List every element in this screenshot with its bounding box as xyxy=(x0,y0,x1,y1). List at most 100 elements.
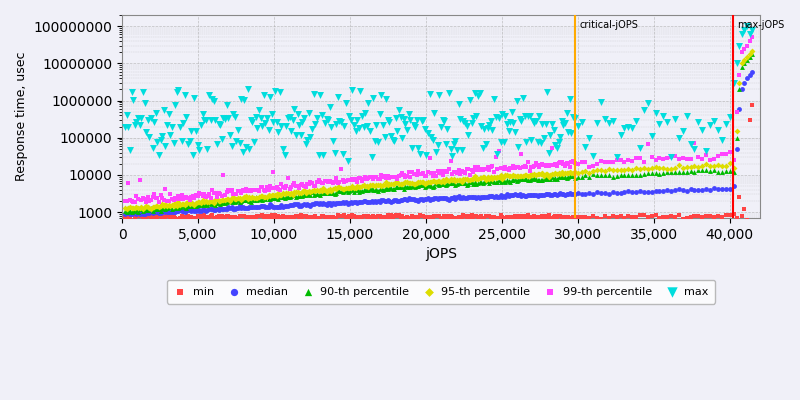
99-th percentile xyxy=(743,38,756,44)
99-th percentile xyxy=(544,162,557,168)
min xyxy=(606,213,619,220)
90-th percentile xyxy=(684,167,697,174)
90-th percentile xyxy=(172,205,185,212)
95-th percentile xyxy=(226,194,239,201)
min xyxy=(310,215,323,222)
median xyxy=(240,204,253,211)
99-th percentile xyxy=(342,177,355,183)
median xyxy=(486,193,499,200)
90-th percentile xyxy=(454,179,466,185)
90-th percentile xyxy=(390,184,402,190)
max xyxy=(711,127,724,134)
99-th percentile xyxy=(499,164,512,170)
min xyxy=(277,213,290,219)
median xyxy=(334,200,347,206)
max xyxy=(291,111,304,117)
90-th percentile xyxy=(730,134,743,141)
median xyxy=(349,199,362,206)
median xyxy=(178,208,191,215)
max xyxy=(350,117,363,123)
90-th percentile xyxy=(346,186,358,193)
90-th percentile xyxy=(614,172,627,178)
median xyxy=(450,194,463,200)
max xyxy=(146,145,159,152)
median xyxy=(507,192,520,198)
99-th percentile xyxy=(217,172,230,178)
90-th percentile xyxy=(167,202,180,209)
90-th percentile xyxy=(341,189,354,196)
max xyxy=(460,123,473,129)
90-th percentile xyxy=(515,174,528,181)
min xyxy=(236,213,249,219)
90-th percentile xyxy=(299,192,312,198)
95-th percentile xyxy=(587,168,600,174)
90-th percentile xyxy=(539,174,552,181)
90-th percentile xyxy=(534,177,547,183)
min xyxy=(186,215,199,222)
90-th percentile xyxy=(175,203,188,210)
90-th percentile xyxy=(568,174,581,181)
99-th percentile xyxy=(466,169,479,175)
95-th percentile xyxy=(486,175,499,182)
median xyxy=(563,190,576,197)
99-th percentile xyxy=(301,180,314,187)
max xyxy=(393,107,406,113)
median xyxy=(183,207,196,214)
median xyxy=(372,198,385,204)
min xyxy=(164,214,177,220)
min xyxy=(325,214,338,220)
95-th percentile xyxy=(533,170,546,177)
90-th percentile xyxy=(275,194,288,200)
median xyxy=(286,202,299,208)
median xyxy=(554,190,566,196)
min xyxy=(262,213,275,219)
90-th percentile xyxy=(132,208,145,215)
max xyxy=(215,136,228,142)
median xyxy=(306,201,318,208)
90-th percentile xyxy=(512,177,525,184)
max xyxy=(134,122,146,128)
min xyxy=(275,214,288,221)
min xyxy=(454,214,466,221)
90-th percentile xyxy=(196,201,209,207)
max xyxy=(322,117,334,124)
min xyxy=(342,213,355,220)
99-th percentile xyxy=(735,49,748,55)
min xyxy=(430,213,442,220)
median xyxy=(223,205,236,212)
99-th percentile xyxy=(719,151,732,158)
99-th percentile xyxy=(245,188,258,194)
median xyxy=(523,192,536,199)
95-th percentile xyxy=(301,189,314,195)
99-th percentile xyxy=(298,183,310,189)
95-th percentile xyxy=(134,204,146,211)
max xyxy=(463,97,476,104)
max xyxy=(258,91,270,98)
median xyxy=(430,195,442,202)
min xyxy=(598,212,611,219)
max xyxy=(407,122,420,129)
99-th percentile xyxy=(366,174,378,180)
min xyxy=(741,217,754,224)
median xyxy=(132,210,145,216)
90-th percentile xyxy=(407,183,420,190)
min xyxy=(684,214,697,220)
median xyxy=(441,196,454,202)
max xyxy=(436,117,449,123)
99-th percentile xyxy=(434,168,447,174)
max xyxy=(218,116,231,123)
95-th percentile xyxy=(137,205,150,212)
max xyxy=(434,124,447,130)
median xyxy=(711,186,724,192)
99-th percentile xyxy=(369,174,382,180)
median xyxy=(406,196,418,202)
95-th percentile xyxy=(447,176,460,182)
90-th percentile xyxy=(496,177,509,184)
min xyxy=(460,214,473,220)
max xyxy=(425,134,438,140)
95-th percentile xyxy=(256,193,269,200)
99-th percentile xyxy=(367,176,380,182)
90-th percentile xyxy=(180,205,193,211)
median xyxy=(307,201,320,207)
95-th percentile xyxy=(539,170,552,177)
